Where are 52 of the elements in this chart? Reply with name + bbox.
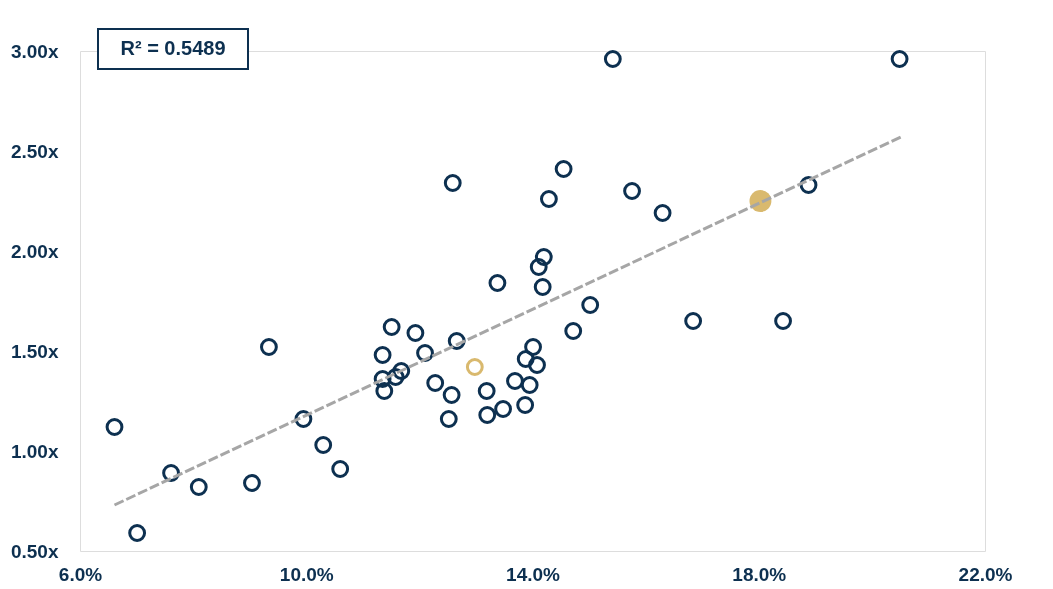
y-tick-label: 1.50x xyxy=(10,340,59,362)
y-tick-label: 2.00x xyxy=(10,240,59,262)
x-tick-label: 14.0% xyxy=(506,563,561,585)
point xyxy=(539,190,558,208)
annotation: R² = 0.5489 xyxy=(120,37,226,59)
point xyxy=(442,386,461,404)
point xyxy=(528,356,546,374)
point xyxy=(443,174,462,192)
y-tick-label: 1.00x xyxy=(10,440,59,462)
point xyxy=(260,338,278,356)
x-tick-label: 22.0% xyxy=(958,563,1013,585)
point xyxy=(564,322,583,340)
x-tick-label: 10.0% xyxy=(279,563,334,585)
point xyxy=(392,362,411,380)
point xyxy=(603,50,622,68)
point xyxy=(478,406,497,424)
point xyxy=(623,182,641,200)
point xyxy=(375,382,394,400)
point xyxy=(465,358,484,376)
point xyxy=(488,274,507,292)
point xyxy=(516,396,535,414)
point xyxy=(529,258,548,276)
point xyxy=(516,350,535,368)
point xyxy=(382,318,401,336)
point xyxy=(314,436,333,454)
point xyxy=(554,160,573,178)
point xyxy=(128,524,147,542)
point xyxy=(653,204,672,222)
point xyxy=(684,312,703,330)
x-tick-label: 18.0% xyxy=(732,563,787,585)
point xyxy=(477,382,496,400)
point xyxy=(506,372,524,390)
point xyxy=(373,346,392,364)
point xyxy=(581,296,600,314)
point xyxy=(774,312,792,330)
x-tick-label: 6.0% xyxy=(58,563,103,585)
point xyxy=(105,418,124,436)
point xyxy=(243,474,261,492)
point xyxy=(406,324,425,342)
point xyxy=(520,376,539,394)
point xyxy=(189,478,208,496)
point xyxy=(331,460,350,478)
point xyxy=(524,338,542,356)
y-tick-label: 2.50x xyxy=(10,140,59,162)
point xyxy=(533,278,552,296)
y-tick-label: 0.50x xyxy=(10,540,59,562)
point xyxy=(494,400,512,418)
point xyxy=(534,248,553,266)
point xyxy=(439,410,458,428)
y-tick-label: 3.00x xyxy=(10,40,59,62)
point xyxy=(426,374,445,392)
point xyxy=(890,50,909,68)
